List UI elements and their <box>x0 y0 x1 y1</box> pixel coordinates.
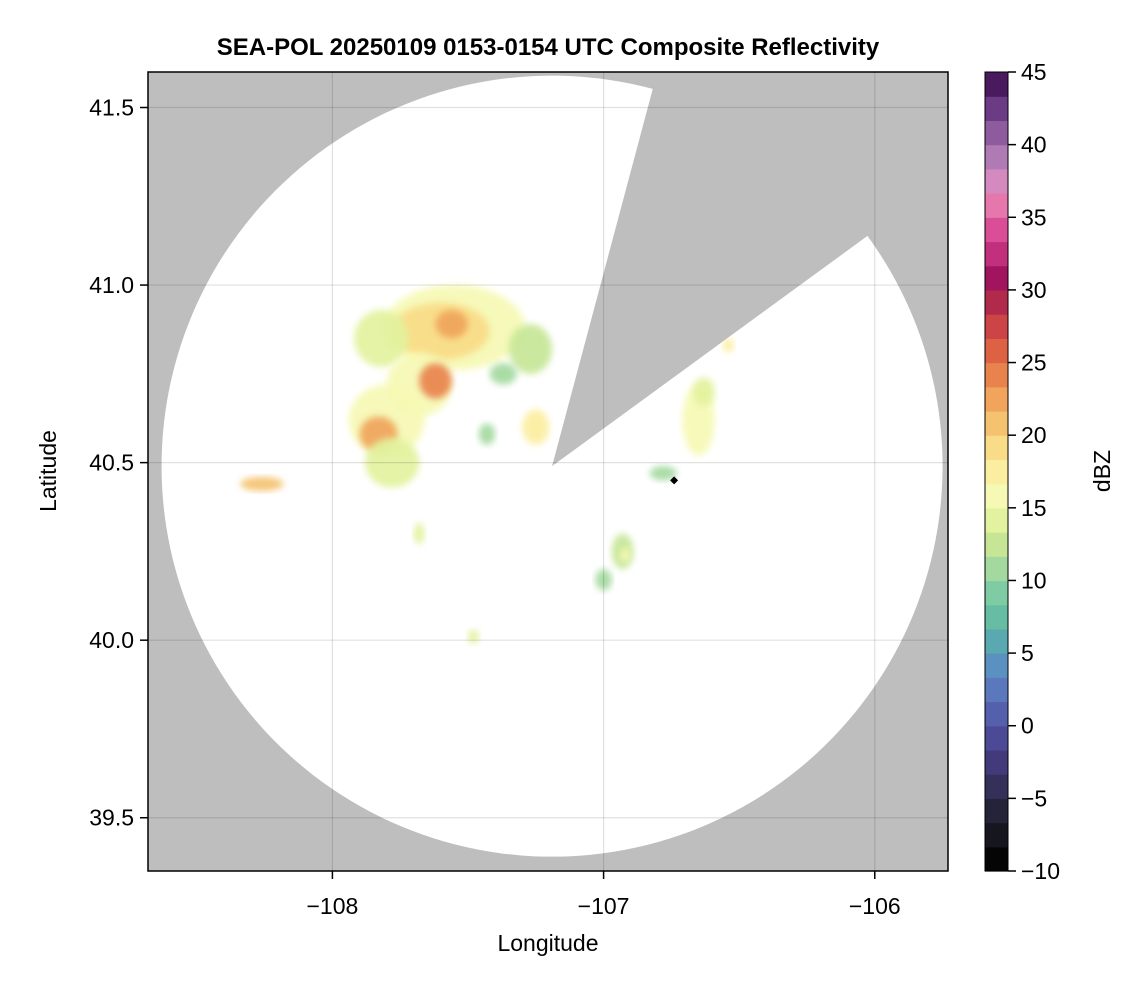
colorbar-tick-label: 40 <box>1021 132 1047 158</box>
colorbar-tick-label: 30 <box>1021 277 1047 303</box>
chart-title: SEA-POL 20250109 0153-0154 UTC Composite… <box>217 34 880 61</box>
echo-cell <box>419 363 452 399</box>
colorbar-segment <box>985 72 1008 97</box>
colorbar-segment <box>985 653 1008 678</box>
colorbar-segment <box>985 604 1008 630</box>
grid-lines <box>148 72 948 871</box>
echo-cell <box>619 547 631 563</box>
echo-cell <box>595 569 612 591</box>
echo-cell <box>435 309 468 339</box>
echo-cell <box>649 466 677 481</box>
colorbar-segment <box>985 217 1008 243</box>
colorbar-tick-label: 5 <box>1021 640 1034 666</box>
y-tick-label: 40.0 <box>89 627 134 653</box>
colorbar-tick-label: 15 <box>1021 495 1047 521</box>
radar-coverage-area <box>161 75 943 857</box>
colorbar-segment <box>985 483 1008 509</box>
echo-cell <box>478 423 496 445</box>
y-tick-label: 41.5 <box>89 95 134 121</box>
colorbar-segment <box>985 193 1008 218</box>
y-axis-label: Latitude <box>35 430 61 512</box>
echo-cell <box>522 409 550 445</box>
colorbar <box>985 72 1008 872</box>
echo-cell <box>354 309 409 367</box>
colorbar-segment <box>985 168 1008 194</box>
x-axis-label: Longitude <box>497 930 598 956</box>
colorbar-segment <box>985 749 1008 775</box>
colorbar-segment <box>985 677 1008 703</box>
echo-cell <box>489 363 517 385</box>
x-tick-label: −106 <box>849 893 901 919</box>
colorbar-segment <box>985 532 1008 557</box>
colorbar-segment <box>985 507 1008 533</box>
plot-frame <box>147 71 949 872</box>
x-tick-label: −108 <box>307 893 359 919</box>
colorbar-tick-label: 10 <box>1021 567 1047 593</box>
colorbar-tick-label: −10 <box>1021 858 1060 884</box>
colorbar-segment <box>985 410 1008 436</box>
colorbar-segment <box>985 120 1008 146</box>
colorbar-segment <box>985 144 1008 170</box>
colorbar-tick-label: 0 <box>1021 713 1034 739</box>
colorbar-segment <box>985 289 1008 315</box>
colorbar-segment <box>985 314 1008 339</box>
reflectivity-echoes <box>240 285 734 644</box>
colorbar-segment <box>985 822 1008 848</box>
colorbar-segment <box>985 798 1008 824</box>
markers <box>670 476 679 485</box>
colorbar-segment <box>985 386 1008 412</box>
echo-cell <box>468 629 479 644</box>
colorbar-segment <box>985 701 1008 727</box>
colorbar-tick-label: −5 <box>1021 785 1047 811</box>
y-axis: 39.5 40.0 40.5 41.0 41.5 <box>89 95 148 831</box>
colorbar-segment <box>985 265 1008 291</box>
colorbar-segment <box>985 774 1008 799</box>
x-axis: −108 −107 −106 <box>307 871 901 919</box>
colorbar-segment <box>985 556 1008 582</box>
colorbar-segment <box>985 725 1008 751</box>
y-tick-label: 40.5 <box>89 450 134 476</box>
colorbar-segment <box>985 435 1008 460</box>
colorbar-segment <box>985 580 1008 606</box>
site-marker <box>670 476 679 485</box>
colorbar-frame <box>984 71 1009 872</box>
echo-cell <box>364 437 420 488</box>
y-tick-label: 39.5 <box>89 805 134 831</box>
colorbar-segment <box>985 459 1008 485</box>
echo-cell <box>722 338 734 353</box>
colorbar-segment <box>985 338 1008 364</box>
colorbar-tick-label: 25 <box>1021 350 1047 376</box>
colorbar-segment <box>985 241 1008 267</box>
echo-cell <box>240 476 284 492</box>
colorbar-segment <box>985 846 1008 872</box>
x-tick-label: −107 <box>578 893 630 919</box>
echo-cell <box>413 522 425 545</box>
colorbar-label: dBZ <box>1089 450 1115 492</box>
colorbar-tick-label: 35 <box>1021 204 1047 230</box>
colorbar-segment <box>985 362 1008 388</box>
y-tick-label: 41.0 <box>89 272 134 298</box>
colorbar-ticks: −10 −5 0 5 10 15 20 25 30 35 40 45 <box>1008 59 1060 884</box>
echo-cell <box>508 324 553 374</box>
echo-cell <box>693 377 715 406</box>
colorbar-segment <box>985 628 1008 654</box>
colorbar-tick-label: 20 <box>1021 422 1047 448</box>
colorbar-tick-label: 45 <box>1021 59 1047 85</box>
colorbar-segment <box>985 96 1008 122</box>
